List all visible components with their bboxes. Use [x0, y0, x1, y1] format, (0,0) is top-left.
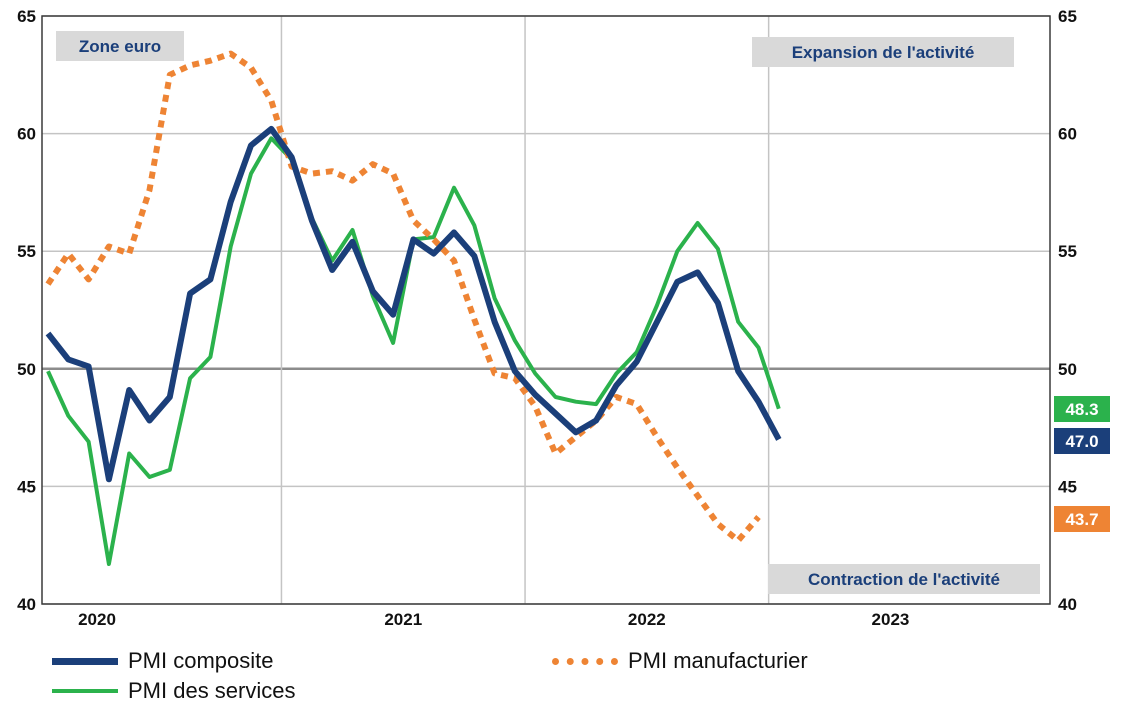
end-label-2: 43.7 [1065, 510, 1098, 529]
annotations: Zone euro Expansion de l'activité Contract… [56, 31, 1040, 594]
y-tick-left-60: 60 [17, 125, 36, 144]
annotation-contraction-box [768, 564, 1040, 594]
y-tick-right-40: 40 [1058, 595, 1077, 614]
region-label-box [56, 31, 184, 61]
y-tick-left-40: 40 [17, 595, 36, 614]
series-layer [45, 50, 782, 566]
y-tick-left-65: 65 [17, 7, 36, 26]
tick-labels: 40 40 45 45 50 50 55 55 60 60 65 65 2020 2021 2022 2023 [17, 7, 1077, 629]
legend-label-composite: PMI composite [128, 648, 274, 673]
y-tick-right-60: 60 [1058, 125, 1077, 144]
legend-label-services: PMI des services [128, 678, 296, 703]
series-line-2 [45, 50, 761, 544]
legend-swatch-composite [52, 657, 118, 665]
end-label-box-1 [1054, 396, 1110, 422]
y-tick-left-55: 55 [17, 242, 36, 261]
x-tick-2020: 2020 [78, 610, 116, 629]
plot-frame [41, 15, 1051, 605]
legend-label-manufacturing: PMI manufacturier [628, 648, 808, 673]
end-label-1: 48.3 [1065, 400, 1098, 419]
legend-item-composite: PMI composite [52, 648, 274, 674]
end-label-0: 47.0 [1065, 432, 1098, 451]
legend-swatch-manufacturing [552, 657, 618, 665]
legend-swatch-services [52, 689, 118, 693]
region-label: Zone euro [79, 37, 161, 56]
annotation-contraction: Contraction de l'activité [808, 570, 1000, 589]
y-tick-right-45: 45 [1058, 477, 1077, 496]
x-tick-2021: 2021 [384, 610, 422, 629]
end-label-box-0 [1054, 428, 1110, 454]
legend-item-services: PMI des services [52, 678, 296, 704]
annotation-expansion-box [752, 37, 1014, 67]
y-tick-right-65: 65 [1058, 7, 1077, 26]
end-labels: 47.0 48.3 43.7 [1054, 396, 1110, 532]
grid [41, 15, 1051, 605]
end-label-box-2 [1054, 506, 1110, 532]
legend-item-manufacturing: PMI manufacturier [552, 648, 808, 674]
y-tick-right-50: 50 [1058, 360, 1077, 379]
x-tick-2022: 2022 [628, 610, 666, 629]
series-line-1 [46, 136, 781, 566]
series-line-0 [45, 125, 782, 483]
y-tick-left-50: 50 [17, 360, 36, 379]
annotation-expansion: Expansion de l'activité [792, 43, 975, 62]
x-tick-2023: 2023 [872, 610, 910, 629]
y-tick-right-55: 55 [1058, 242, 1077, 261]
y-tick-left-45: 45 [17, 477, 36, 496]
